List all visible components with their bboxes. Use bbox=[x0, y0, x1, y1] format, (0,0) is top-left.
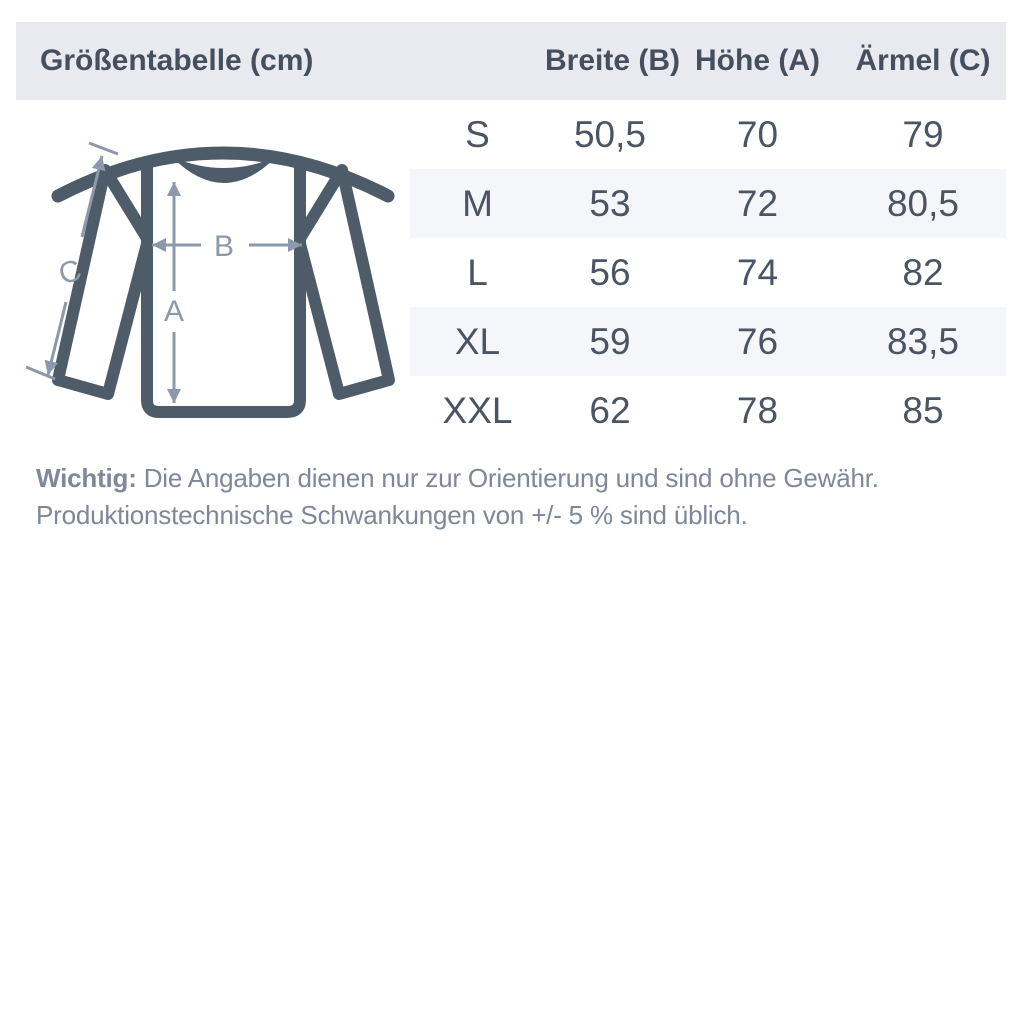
col-header-hoehe: Höhe (A) bbox=[695, 44, 820, 77]
dim-label-b: B bbox=[214, 230, 234, 263]
cell-aermel: 82 bbox=[902, 251, 944, 293]
cell-aermel: 80,5 bbox=[886, 182, 959, 224]
shoulder-line bbox=[51, 146, 395, 203]
cell-aermel: 83,5 bbox=[886, 320, 959, 362]
cell-breite: 53 bbox=[589, 182, 631, 224]
cell-hoehe: 70 bbox=[736, 113, 779, 155]
cell-aermel: 85 bbox=[902, 389, 944, 431]
table-header-bar: Größentabelle (cm) Breite (B) Höhe (A) Ä… bbox=[16, 22, 1006, 100]
column-headers: Breite (B) Höhe (A) Ärmel (C) bbox=[410, 22, 1006, 100]
page-title: Größentabelle (cm) bbox=[40, 44, 314, 77]
cell-hoehe: 72 bbox=[736, 182, 779, 224]
dim-c-arrow-bottom bbox=[44, 301, 68, 376]
cell-hoehe: 78 bbox=[736, 389, 779, 431]
cell-size: S bbox=[465, 113, 490, 155]
cell-aermel: 79 bbox=[902, 113, 944, 155]
disclaimer-line-1: Wichtig: Die Angaben dienen nur zur Orie… bbox=[36, 463, 879, 493]
dim-c-tick-bottom bbox=[25, 365, 56, 381]
cell-breite: 50,5 bbox=[573, 113, 646, 155]
collar bbox=[172, 157, 276, 183]
table-row: M 53 72 80,5 bbox=[410, 169, 1006, 238]
cell-breite: 59 bbox=[589, 320, 631, 362]
sweater-body bbox=[141, 162, 306, 418]
table-row: XL 59 76 83,5 bbox=[410, 307, 1006, 376]
table-row: XXL 62 78 85 bbox=[410, 376, 1006, 445]
size-table: S 50,5 70 79 M 53 72 80,5 L 56 74 82 XL 59 76 83,5 XXL 62… bbox=[410, 100, 1006, 445]
cell-size: XL bbox=[454, 320, 501, 362]
dim-c-tick-top bbox=[88, 141, 119, 156]
table-row: S 50,5 70 79 bbox=[410, 100, 1006, 169]
cell-size: L bbox=[467, 251, 488, 293]
cell-breite: 56 bbox=[589, 251, 631, 293]
cell-size: XXL bbox=[442, 389, 513, 431]
right-sleeve bbox=[293, 164, 395, 400]
dim-c-arrow-top bbox=[80, 155, 106, 238]
disclaimer-label: Wichtig: bbox=[36, 463, 137, 493]
cell-size: M bbox=[462, 182, 493, 224]
disclaimer: Wichtig: Die Angaben dienen nur zur Orie… bbox=[36, 460, 996, 534]
dim-label-a: A bbox=[164, 295, 184, 328]
disclaimer-line-2: Produktionstechnische Schwankungen von +… bbox=[36, 500, 748, 530]
col-header-aermel: Ärmel (C) bbox=[855, 44, 991, 77]
cell-hoehe: 74 bbox=[736, 251, 779, 293]
cell-breite: 62 bbox=[589, 389, 631, 431]
cell-hoehe: 76 bbox=[736, 320, 779, 362]
col-header-breite: Breite (B) bbox=[545, 44, 681, 77]
sweater-diagram: A B C bbox=[25, 141, 395, 418]
left-sleeve bbox=[52, 164, 154, 400]
table-row: L 56 74 82 bbox=[410, 238, 1006, 307]
